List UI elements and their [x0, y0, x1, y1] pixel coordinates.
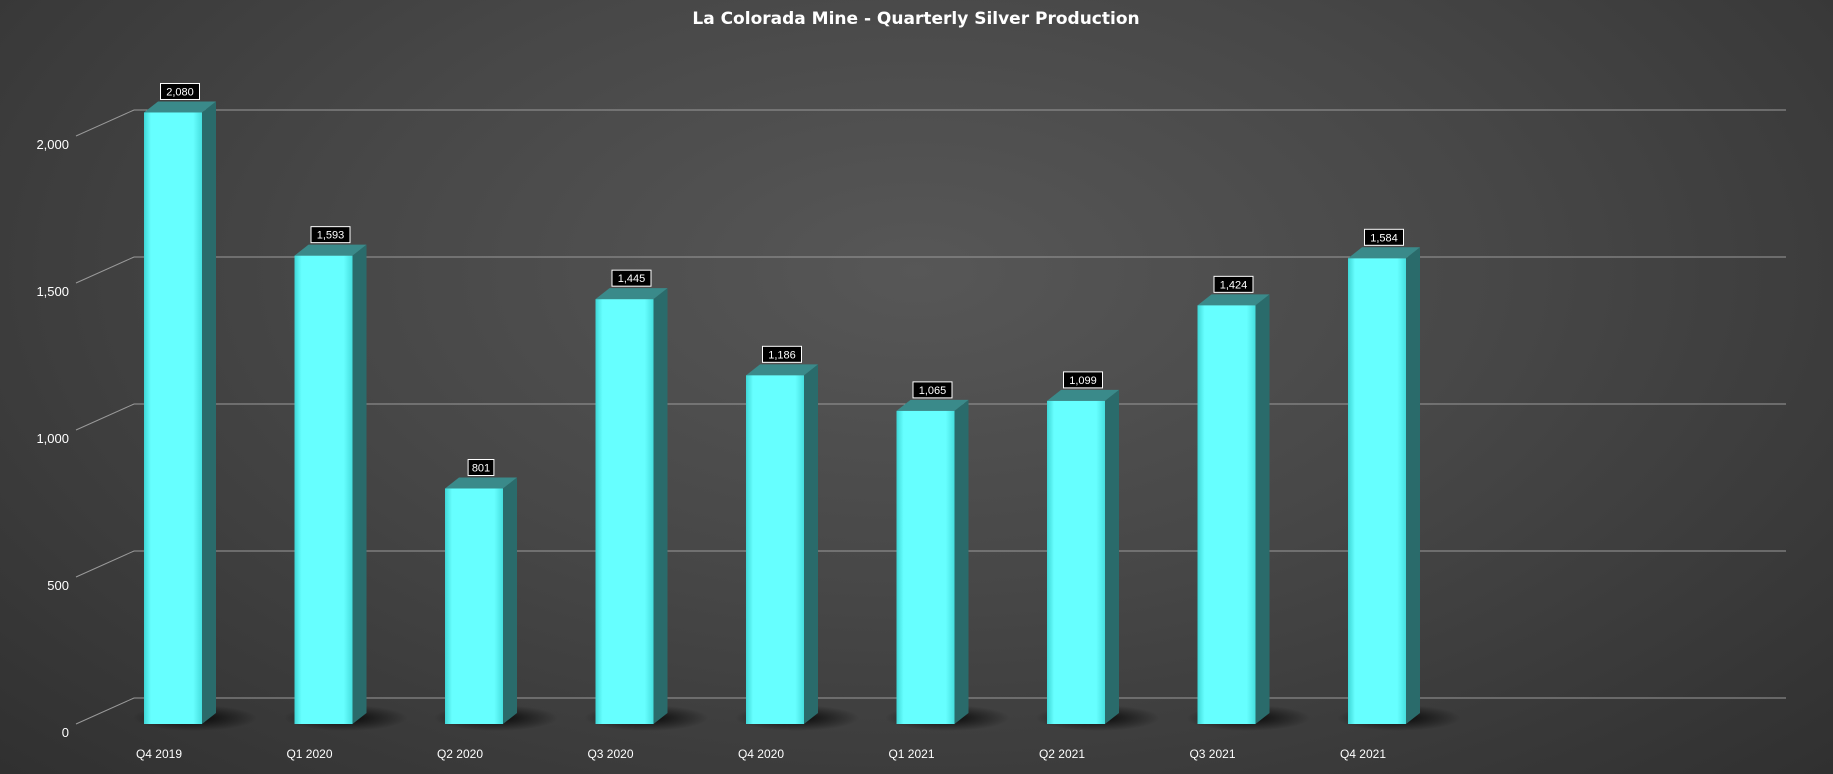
data-label-box	[762, 345, 802, 363]
data-label: 2,080	[166, 86, 194, 98]
y-tick-label: 500	[47, 578, 69, 593]
bar-side	[202, 101, 216, 725]
y-tick-label: 1,500	[36, 284, 69, 299]
data-label-box	[467, 459, 495, 477]
bar-top	[896, 399, 969, 411]
bar: 2,080	[133, 82, 257, 731]
bar-front	[1197, 305, 1256, 724]
bar-front	[746, 375, 804, 724]
bar: 1,584	[1337, 228, 1461, 731]
bar-top	[294, 244, 367, 256]
bar-side	[1105, 389, 1119, 724]
data-label: 1,099	[1069, 375, 1097, 387]
x-tick-label: Q4 2019	[136, 747, 182, 761]
data-label: 1,584	[1370, 232, 1398, 244]
x-tick-label: Q1 2020	[286, 747, 332, 761]
bar-top	[445, 477, 517, 489]
data-label-box	[1063, 371, 1103, 389]
bar-top	[1197, 294, 1270, 306]
bar-front	[445, 488, 503, 724]
chart-title: La Colorada Mine - Quarterly Silver Prod…	[692, 9, 1139, 29]
bar: 1,099	[1036, 371, 1160, 731]
data-label: 1,424	[1220, 279, 1248, 291]
data-label-box	[1213, 275, 1254, 293]
gridline	[75, 256, 1786, 284]
y-tick-label: 2,000	[36, 137, 69, 152]
data-label-box	[611, 269, 652, 287]
data-label: 1,593	[317, 230, 345, 242]
bar-side	[804, 364, 818, 724]
bar-front	[1047, 400, 1105, 724]
bar-side	[503, 477, 517, 724]
bar: 1,186	[735, 345, 859, 731]
x-axis: Q4 2019 Q1 2020 Q2 2020 Q3 2020 Q4 2020 Q1 20…	[136, 747, 1386, 761]
bar-front	[144, 112, 202, 725]
bar-side	[954, 399, 969, 724]
bar-front	[294, 255, 353, 724]
bar-top	[595, 288, 668, 300]
x-tick-label: Q3 2021	[1189, 747, 1235, 761]
x-tick-label: Q1 2021	[888, 747, 934, 761]
bar-side	[1406, 247, 1420, 724]
y-tick-label: 1,000	[36, 431, 69, 446]
y-tick-label: 0	[62, 725, 69, 740]
data-label: 801	[472, 463, 490, 475]
bar-top	[1047, 389, 1119, 401]
bar-top	[746, 364, 818, 376]
x-tick-label: Q2 2020	[437, 747, 483, 761]
data-label-box	[1364, 228, 1404, 246]
x-tick-label: Q2 2021	[1039, 747, 1085, 761]
bar-front	[896, 410, 955, 724]
bar-side	[352, 244, 367, 724]
bar: 801	[434, 459, 558, 731]
gridline	[75, 109, 1786, 137]
bar: 1,424	[1186, 275, 1311, 731]
bar-top	[1348, 247, 1420, 259]
data-label-box	[160, 82, 200, 100]
data-label: 1,445	[618, 273, 646, 285]
bar: 1,065	[885, 381, 1010, 731]
bars: 2,080 1,593 801 1,445 1,186 1,065 1,099 1,424 1,…	[133, 82, 1461, 731]
bar-front	[595, 299, 654, 724]
data-label-box	[310, 226, 351, 244]
bar-side	[1255, 294, 1270, 724]
y-axis: 0 500 1,000 1,500 2,000	[36, 137, 69, 740]
bar-side	[653, 288, 668, 724]
bar: 1,445	[584, 269, 709, 731]
data-label: 1,186	[768, 349, 796, 361]
data-label: 1,065	[919, 385, 947, 397]
bar-front	[1348, 258, 1406, 724]
x-tick-label: Q3 2020	[587, 747, 633, 761]
data-label-box	[912, 381, 953, 399]
x-tick-label: Q4 2020	[738, 747, 784, 761]
x-tick-label: Q4 2021	[1340, 747, 1386, 761]
bar-top	[144, 101, 216, 113]
bar: 1,593	[283, 226, 408, 731]
